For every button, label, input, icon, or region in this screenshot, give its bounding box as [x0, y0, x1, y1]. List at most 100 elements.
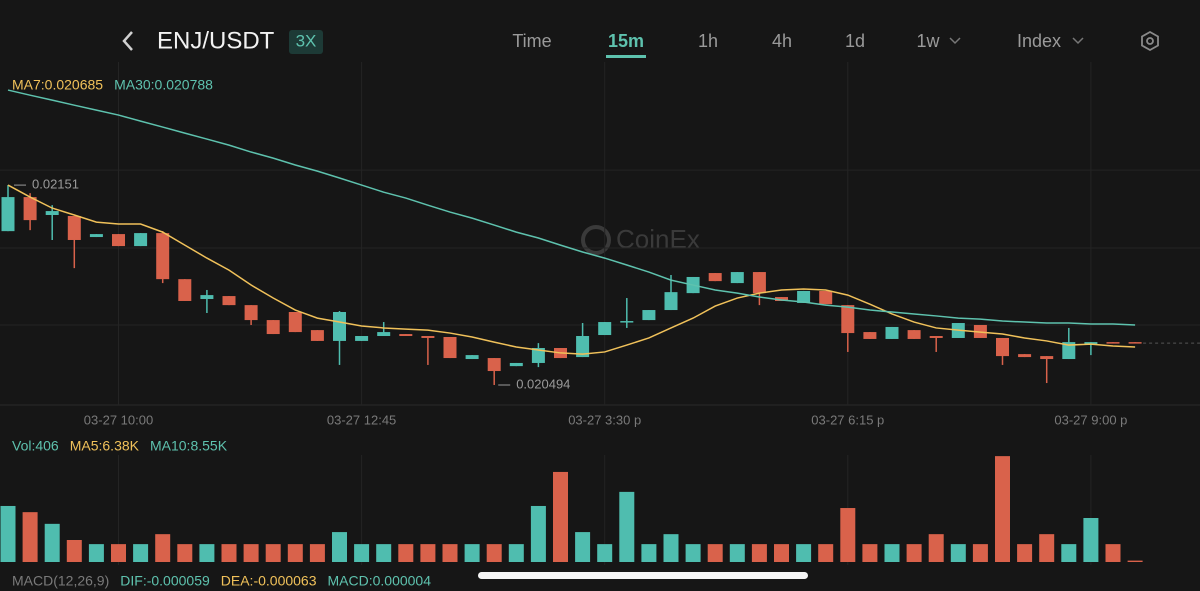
candle-body — [576, 336, 590, 358]
candle-body — [531, 348, 545, 363]
tab[interactable]: 1d — [845, 31, 865, 51]
volume-bar — [906, 544, 922, 562]
leverage-badge — [289, 30, 323, 54]
candle-body — [775, 297, 788, 301]
watermark: CoinEx — [581, 224, 700, 255]
min-label: 0.020494 — [516, 376, 570, 391]
candle-body — [333, 312, 346, 341]
candle-body — [841, 305, 855, 334]
plot: 03-27 10:00 03-27 12:45 03-27 3:30 p 03-27 … — [0, 62, 1200, 589]
candle-body — [377, 332, 391, 337]
candle-body — [907, 330, 921, 339]
candle-body — [399, 334, 413, 337]
candle-body — [112, 234, 125, 247]
volume-bar — [597, 544, 613, 562]
candle-body — [730, 272, 744, 284]
legend-text: MACD:0.000004 — [328, 573, 432, 589]
volume-bar — [155, 534, 171, 562]
volume-bar — [1083, 518, 1099, 562]
volume-bar — [530, 505, 546, 562]
volume-bar — [707, 544, 723, 562]
tab[interactable]: Index — [1017, 31, 1061, 51]
candle-body — [797, 290, 811, 303]
x-tick-label: 03-27 3:30 p — [568, 412, 641, 427]
volume-bar — [442, 544, 458, 562]
tab[interactable]: 1w — [916, 31, 940, 51]
candle-body — [443, 336, 457, 359]
candle-body — [1106, 342, 1120, 344]
candle-body — [465, 355, 479, 360]
ma-line — [7, 89, 1136, 326]
candle-body — [421, 336, 435, 338]
settings-dot — [1146, 37, 1154, 45]
volume-bar — [774, 544, 789, 562]
legend-text: MA10:8.55K — [150, 438, 228, 454]
active-tab-underline — [606, 55, 646, 58]
volume-bar — [862, 544, 878, 562]
volume-bar — [287, 544, 303, 562]
volume-bar — [972, 544, 988, 562]
candle-body — [1040, 356, 1054, 360]
candle-body — [134, 233, 148, 247]
volume-bar — [486, 544, 502, 562]
candle-body — [222, 296, 236, 306]
watermark-text: CoinEx — [616, 224, 700, 254]
candle-body — [45, 211, 59, 215]
volume-bar — [884, 544, 900, 562]
candle-body — [1062, 342, 1076, 360]
volume-bar — [818, 544, 834, 562]
tab[interactable]: 1h — [698, 31, 718, 51]
ma-line — [7, 184, 1136, 355]
candle-body — [156, 233, 170, 280]
volume-bar — [376, 544, 392, 562]
legend-text: DIF:-0.000059 — [120, 573, 210, 589]
volume-bar — [751, 544, 767, 562]
legend-text: MA5:6.38K — [70, 438, 140, 454]
volume-bar — [1017, 544, 1033, 562]
volume-bar — [464, 544, 480, 562]
x-tick-label: 03-27 6:15 p — [811, 412, 884, 427]
legend-text: MA7:0.020685 — [12, 77, 103, 93]
tab[interactable]: 15m — [608, 31, 644, 51]
back-button[interactable] — [122, 31, 133, 51]
settings-icon[interactable] — [1141, 30, 1159, 52]
volume-bar — [928, 534, 944, 562]
volume-bar — [398, 544, 414, 562]
candle-body — [89, 234, 103, 238]
tab[interactable]: 4h — [772, 31, 792, 51]
candle-body — [310, 330, 324, 341]
watermark-logo — [581, 225, 611, 255]
volume-bar — [840, 508, 856, 562]
candle-body — [863, 332, 877, 339]
leverage: 3X — [296, 31, 317, 50]
volume-bar — [332, 532, 347, 562]
volume-bar — [265, 544, 281, 562]
volume-bar — [1039, 534, 1055, 562]
volume-bar — [619, 491, 635, 562]
candle-body — [244, 305, 258, 321]
volume-bar — [0, 505, 16, 562]
candle-body — [200, 295, 214, 300]
volume-bar — [508, 544, 524, 562]
candle-body — [178, 279, 192, 301]
candle-body — [266, 320, 280, 335]
volume-bar — [309, 544, 325, 562]
dropdown-arrow — [949, 37, 961, 45]
candle-body — [1084, 342, 1098, 345]
candle-body — [885, 326, 899, 339]
legend-text: MA30:0.020788 — [114, 77, 213, 93]
volume-bar — [685, 544, 701, 562]
volume-bar — [420, 544, 436, 562]
volume-bar — [221, 544, 237, 562]
volume-bar — [177, 544, 193, 562]
tab[interactable]: Time — [512, 31, 551, 51]
candle-body — [996, 337, 1009, 357]
volume-bar — [641, 544, 657, 562]
candle-body — [509, 362, 523, 367]
candle-body — [23, 197, 37, 221]
volume-bar — [111, 544, 126, 562]
volume-bar — [1127, 560, 1143, 562]
volume-bar — [44, 523, 60, 562]
